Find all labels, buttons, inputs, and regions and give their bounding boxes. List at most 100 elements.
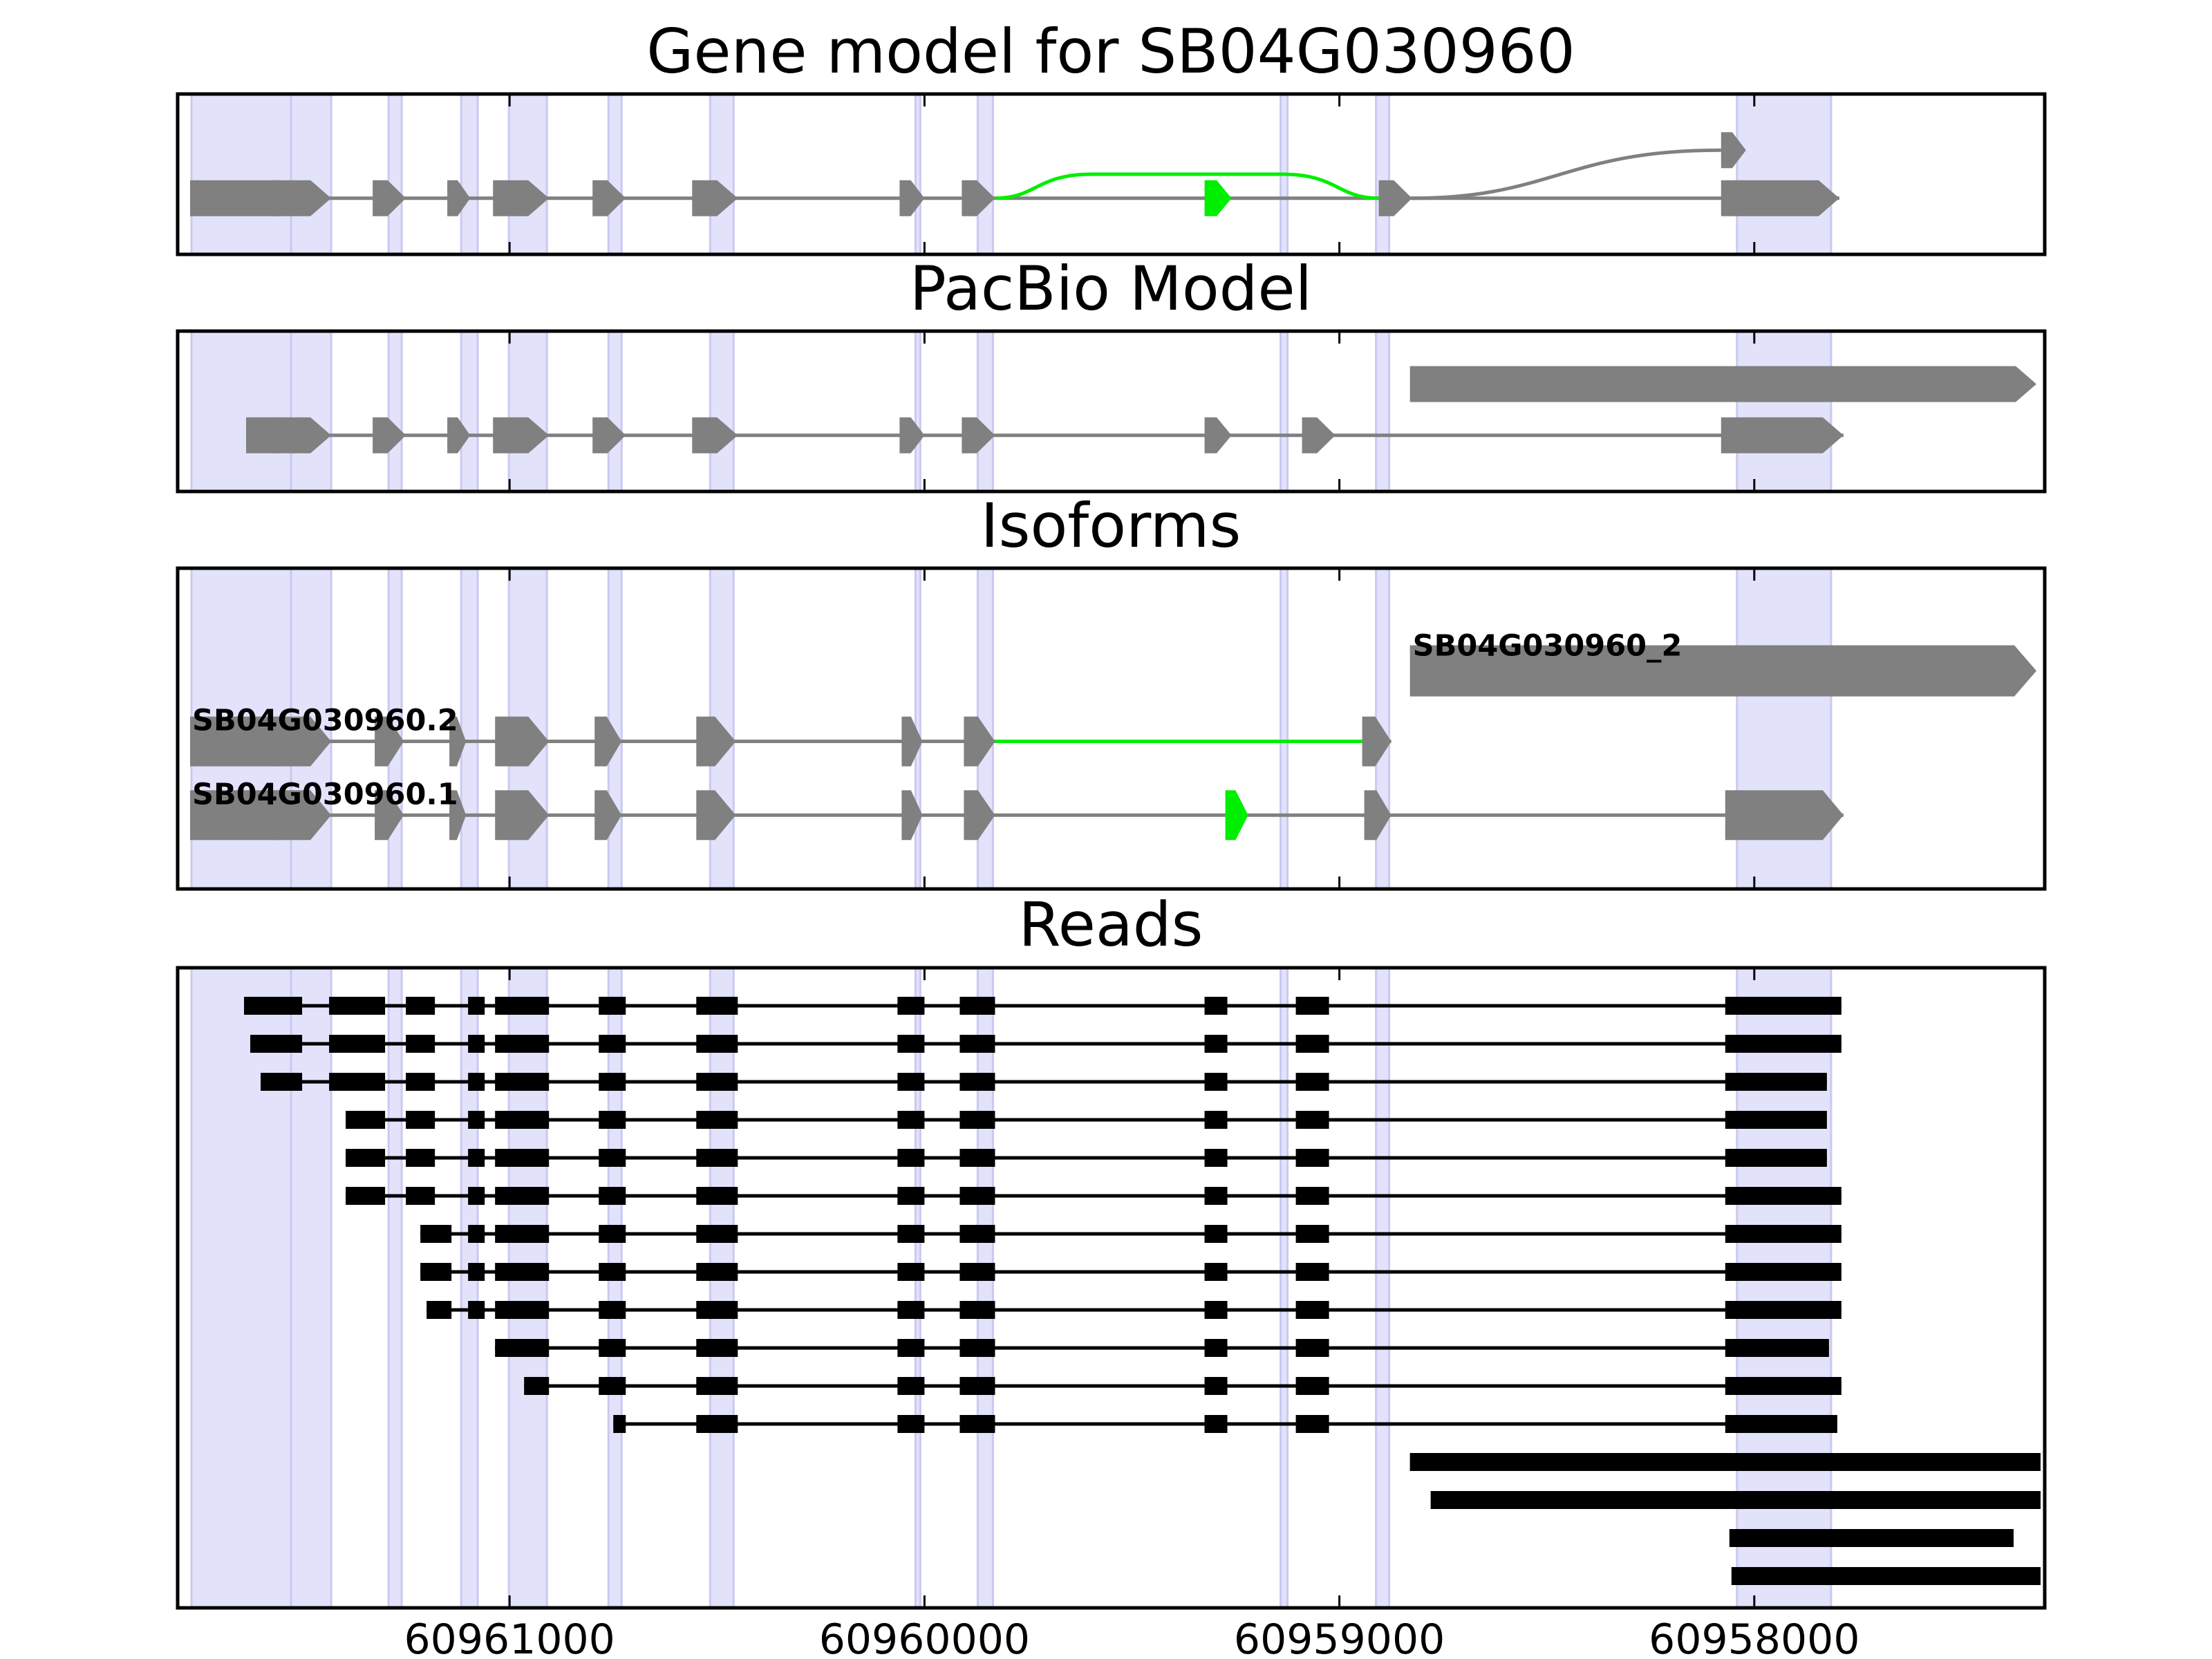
read-block	[406, 1149, 435, 1167]
exon-band	[709, 330, 735, 493]
exon	[1721, 180, 1839, 216]
exon	[594, 790, 622, 841]
read-block	[1295, 1263, 1329, 1281]
exon-band	[387, 93, 403, 256]
exon	[375, 716, 404, 767]
read-block	[1729, 1529, 2014, 1547]
read-block	[468, 1263, 485, 1281]
exon-band	[607, 966, 623, 1609]
read-block	[897, 1339, 925, 1357]
exon	[375, 790, 404, 841]
exon	[373, 180, 406, 216]
read-block	[1295, 997, 1329, 1015]
read-block	[1204, 1415, 1228, 1433]
panel-frame	[176, 92, 2047, 256]
exon	[1409, 366, 2036, 402]
read-block	[897, 1111, 925, 1129]
exon	[692, 417, 738, 453]
read-block	[599, 1225, 626, 1243]
x-tick-label: 60961000	[404, 1615, 615, 1659]
read-block	[599, 1035, 626, 1053]
read-block	[468, 1301, 485, 1319]
panel-title: Reads	[1019, 889, 1203, 960]
exon-band	[507, 93, 548, 256]
read-block	[1295, 1415, 1329, 1433]
read-block	[696, 1073, 738, 1091]
read-block	[495, 1187, 550, 1205]
read-block	[1204, 1339, 1228, 1357]
read-block	[599, 997, 626, 1015]
read-block	[1295, 1149, 1329, 1167]
exon-band	[460, 330, 479, 493]
read-block	[1725, 1149, 1827, 1167]
read-block	[897, 1263, 925, 1281]
exon-band	[387, 966, 403, 1609]
read-block	[406, 1035, 435, 1053]
read-block	[696, 1111, 738, 1129]
x-tick-label: 60960000	[819, 1615, 1030, 1659]
read-block	[1204, 997, 1228, 1015]
exon-band	[607, 330, 623, 493]
read-block	[329, 997, 386, 1015]
read-block	[1725, 997, 1841, 1015]
exon-band	[914, 966, 921, 1609]
read	[420, 1263, 1841, 1281]
isoform-label: SB04G030960.1	[192, 777, 458, 812]
exon	[901, 790, 923, 841]
exon-band	[709, 966, 735, 1609]
exon	[373, 417, 406, 453]
exon	[190, 180, 301, 216]
read-block	[346, 1187, 386, 1205]
exon	[1721, 417, 1844, 453]
exon	[495, 716, 550, 767]
read	[613, 1415, 1837, 1433]
read-block	[1725, 1073, 1827, 1091]
read-block	[1204, 1225, 1228, 1243]
read-block	[244, 997, 303, 1015]
isoform-label: SB04G030960.2	[192, 704, 458, 738]
exon-band	[914, 330, 921, 493]
exon	[273, 180, 332, 216]
read-block	[1204, 1111, 1228, 1129]
read-block	[495, 1225, 550, 1243]
exon-band	[976, 330, 994, 493]
feature-row: SB04G030960.2	[190, 704, 1391, 767]
read-block	[1725, 1187, 1841, 1205]
panel-frame	[176, 566, 2047, 891]
read-block	[1295, 1377, 1329, 1395]
read-block	[696, 1339, 738, 1357]
splice-arc	[1412, 148, 1721, 200]
exon	[1204, 180, 1232, 216]
read	[1409, 1453, 2041, 1471]
read-block	[495, 997, 550, 1015]
exon	[696, 790, 736, 841]
feature-row: SB04G030960.1	[190, 777, 1844, 841]
exon-band	[709, 93, 735, 256]
exon-band	[190, 966, 303, 1609]
read	[1729, 1529, 2014, 1547]
read	[495, 1339, 1829, 1357]
read-block	[1725, 1377, 1841, 1395]
exon	[899, 417, 925, 453]
exon	[692, 180, 738, 216]
read-block	[897, 1149, 925, 1167]
read-block	[696, 1035, 738, 1053]
read-block	[1725, 1415, 1837, 1433]
read-block	[599, 1111, 626, 1129]
read-block	[1725, 1301, 1841, 1319]
feature-row	[190, 180, 1839, 216]
exon	[592, 417, 626, 453]
read-block	[897, 1301, 925, 1319]
read-block	[468, 1149, 485, 1167]
exon	[592, 180, 626, 216]
read-block	[1731, 1567, 2041, 1585]
read-block	[406, 1073, 435, 1091]
read-block	[959, 1149, 995, 1167]
read-block	[959, 1111, 995, 1129]
read-block	[696, 1301, 738, 1319]
exon	[899, 180, 925, 216]
exon	[1721, 132, 1746, 169]
read-block	[495, 1149, 550, 1167]
read-block	[1725, 1263, 1841, 1281]
exon	[1302, 417, 1335, 453]
